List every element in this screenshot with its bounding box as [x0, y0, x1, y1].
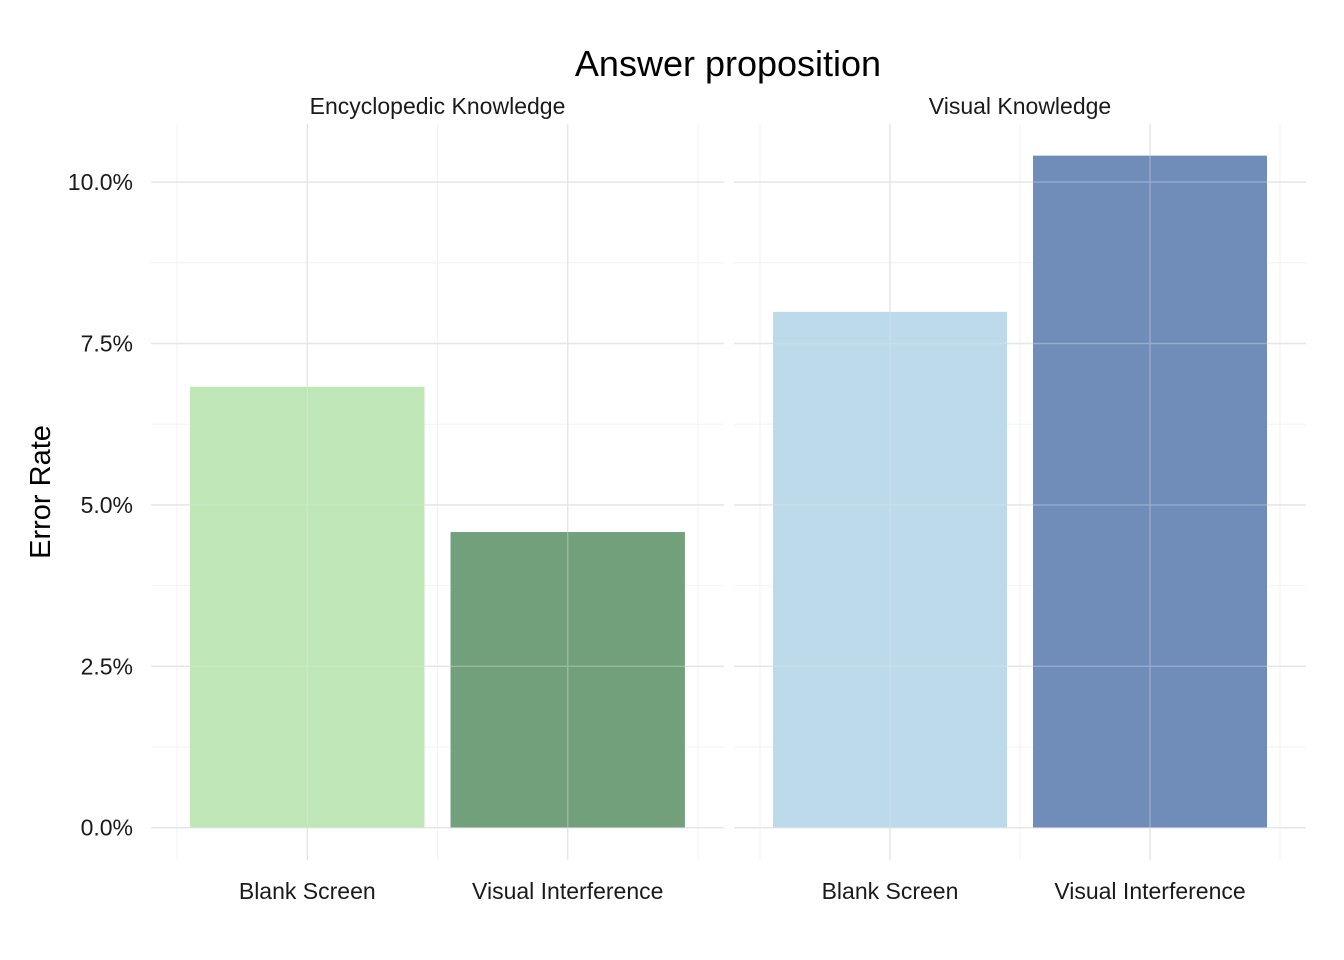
y-tick-label: 7.5% [81, 331, 133, 357]
x-tick-label: Blank Screen [239, 878, 376, 904]
panel-2: Visual Knowledge Blank Screen Visual Inter… [734, 93, 1306, 904]
grid-overlay [734, 124, 1306, 860]
y-tick-label: 2.5% [81, 653, 133, 679]
bar-visual-interference [450, 532, 685, 828]
x-tick-label: Visual Interference [1054, 878, 1245, 904]
grid-overlay [151, 124, 724, 860]
x-tick-label: Blank Screen [822, 878, 959, 904]
facet-label: Visual Knowledge [929, 93, 1111, 119]
y-tick-label: 0.0% [81, 815, 133, 841]
y-axis-label: Error Rate [25, 425, 57, 559]
bar-visual-interference [1033, 155, 1267, 828]
bar-blank-screen [773, 311, 1007, 828]
chart-title: Answer proposition [575, 43, 881, 84]
y-tick-label: 5.0% [81, 492, 133, 518]
y-axis-ticks: 0.0% 2.5% 5.0% 7.5% 10.0% [68, 169, 133, 841]
x-tick-label: Visual Interference [472, 878, 663, 904]
panel-1: Encyclopedic Knowledge Blank Screen Visual… [151, 93, 724, 904]
bar-blank-screen [190, 386, 425, 828]
y-tick-label: 10.0% [68, 169, 133, 195]
facet-label: Encyclopedic Knowledge [310, 93, 566, 119]
